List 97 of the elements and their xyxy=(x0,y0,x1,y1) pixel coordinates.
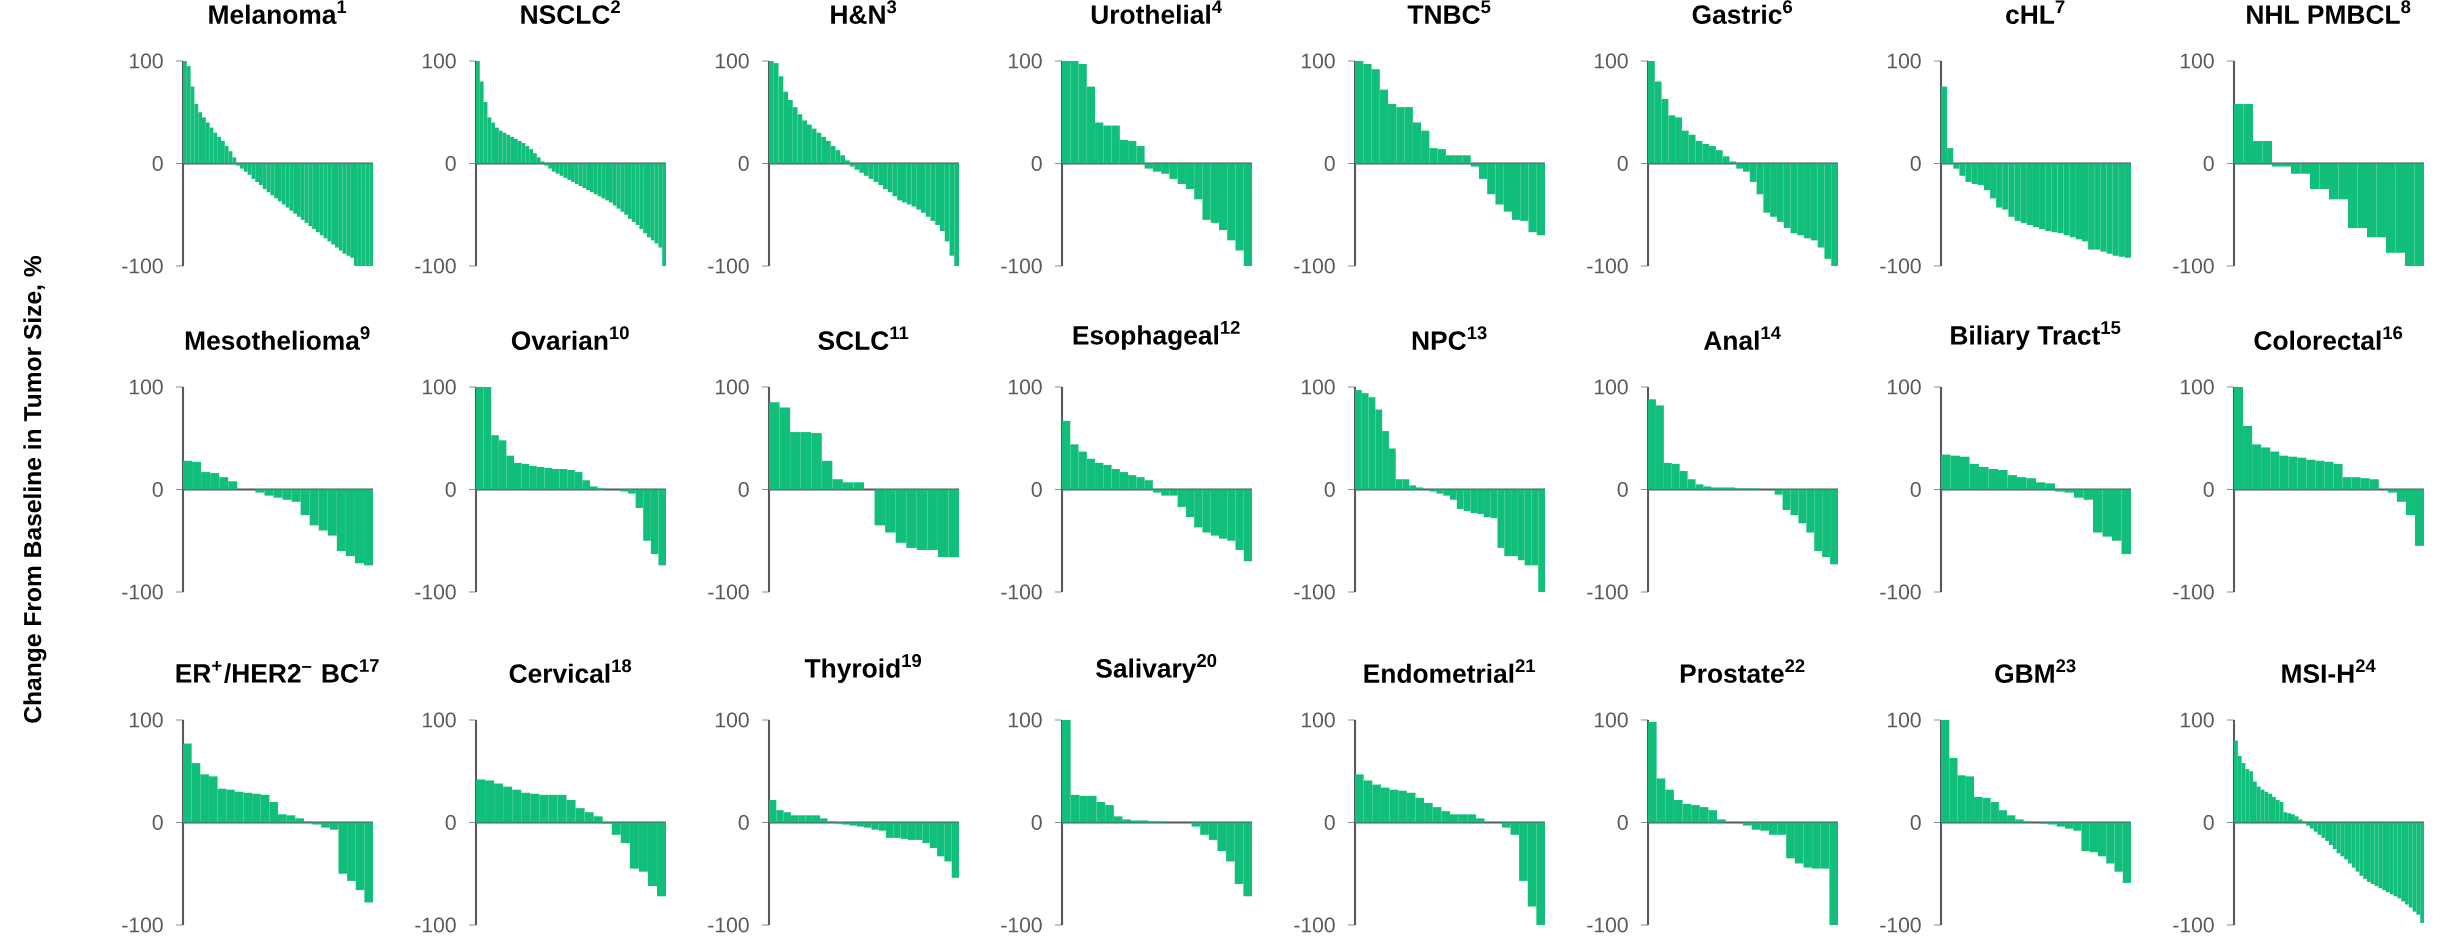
chart-title: Prostate$^{22}$ xyxy=(1680,659,1805,683)
y-tick-label: 0 xyxy=(1910,156,1921,171)
y-tick-label: -100 xyxy=(1880,258,1921,274)
y-tick-label: 0 xyxy=(738,156,749,171)
y-tick-label: -100 xyxy=(708,258,749,274)
y-tick-label: -100 xyxy=(1294,258,1335,274)
y-tick-label: 0 xyxy=(2203,482,2214,497)
y-tick-label: 0 xyxy=(1910,482,1921,497)
y-tick-label: 100 xyxy=(2180,712,2214,728)
y-tick-label: -100 xyxy=(1587,917,1628,933)
y-tick-label: -100 xyxy=(122,584,163,600)
chart-title: cHL$^{7}$ xyxy=(2006,0,2065,24)
y-tick-label: 0 xyxy=(1910,815,1921,830)
chart-title: Colorectal$^{16}$ xyxy=(2254,326,2403,350)
y-tick-label: -100 xyxy=(1294,584,1335,600)
y-tick-label: 0 xyxy=(2203,156,2214,171)
chart-title: GBM$^{23}$ xyxy=(1995,659,2076,683)
chart-title: Anal$^{14}$ xyxy=(1703,326,1781,350)
y-tick-label: -100 xyxy=(708,584,749,600)
y-tick-label: 100 xyxy=(1887,379,1921,395)
chart-title: Salivary$^{20}$ xyxy=(1096,653,1217,683)
chart-title: ER$^{+}$/HER2$^{–}$ BC$^{17}$ xyxy=(176,659,379,683)
y-tick-label: 0 xyxy=(2203,815,2214,830)
y-tick-label: -100 xyxy=(122,258,163,274)
y-tick-label: 100 xyxy=(715,712,749,728)
y-tick-label: -100 xyxy=(1294,917,1335,933)
chart-title: NPC$^{13}$ xyxy=(1412,326,1487,350)
y-tick-label: 0 xyxy=(152,815,163,830)
y-tick-label: 100 xyxy=(129,53,163,69)
y-tick-label: 0 xyxy=(1617,482,1628,497)
chart-title: NHL PMBCL$^{8}$ xyxy=(2247,0,2411,24)
y-tick-label: -100 xyxy=(1880,584,1921,600)
y-tick-label: 100 xyxy=(129,712,163,728)
chart-title: Gastric$^{6}$ xyxy=(1692,0,1793,24)
y-tick-label: 100 xyxy=(422,53,456,69)
chart-title: Mesothelioma$^{9}$ xyxy=(185,326,370,350)
y-tick-label: -100 xyxy=(415,258,456,274)
y-tick-label: -100 xyxy=(2173,258,2214,274)
y-tick-label: 100 xyxy=(1594,379,1628,395)
y-tick-label: 100 xyxy=(1008,53,1042,69)
y-tick-label: 0 xyxy=(1031,815,1042,830)
y-tick-label: -100 xyxy=(1880,917,1921,933)
y-tick-label: -100 xyxy=(708,917,749,933)
chart-title: Ovarian$^{10}$ xyxy=(511,326,629,350)
y-tick-label: 0 xyxy=(1617,156,1628,171)
y-tick-label: 0 xyxy=(738,815,749,830)
y-tick-label: 100 xyxy=(129,379,163,395)
y-tick-label: -100 xyxy=(1001,917,1042,933)
y-tick-label: -100 xyxy=(122,917,163,933)
y-axis-title: Change From Baseline in Tumor Size, % xyxy=(23,255,47,723)
chart-title: Biliary Tract$^{15}$ xyxy=(1951,321,2121,350)
y-tick-label: 0 xyxy=(1031,156,1042,171)
y-tick-label: -100 xyxy=(415,917,456,933)
y-tick-label: 0 xyxy=(1324,156,1335,171)
y-tick-label: 100 xyxy=(1301,53,1335,69)
y-tick-label: -100 xyxy=(1001,584,1042,600)
y-tick-label: 0 xyxy=(445,815,456,830)
chart-title: MSI-H$^{24}$ xyxy=(2282,659,2376,683)
chart-title: Melanoma$^{1}$ xyxy=(209,0,347,24)
chart-title: Esophageal$^{12}$ xyxy=(1073,320,1240,350)
y-tick-label: 100 xyxy=(1594,53,1628,69)
chart-title: Urothelial$^{4}$ xyxy=(1091,0,1222,24)
y-tick-label: -100 xyxy=(1587,584,1628,600)
chart-title: TNBC$^{5}$ xyxy=(1407,0,1491,24)
y-tick-label: -100 xyxy=(1587,258,1628,274)
y-tick-label: 0 xyxy=(1324,482,1335,497)
y-tick-label: 0 xyxy=(1617,815,1628,830)
y-tick-label: 100 xyxy=(2180,53,2214,69)
y-tick-label: 100 xyxy=(1008,379,1042,395)
y-tick-label: 100 xyxy=(1887,712,1921,728)
y-tick-label: 0 xyxy=(738,482,749,497)
y-tick-label: 0 xyxy=(152,156,163,171)
y-tick-label: -100 xyxy=(1001,258,1042,274)
chart-title: Thyroid$^{19}$ xyxy=(804,653,922,683)
y-tick-label: 0 xyxy=(1324,815,1335,830)
y-tick-label: 0 xyxy=(445,482,456,497)
y-tick-label: 100 xyxy=(1594,712,1628,728)
chart-title: NSCLC$^{2}$ xyxy=(521,0,620,24)
chart-title: H&N$^{3}$ xyxy=(831,0,897,24)
y-tick-label: 100 xyxy=(2180,379,2214,395)
y-tick-label: 100 xyxy=(422,379,456,395)
y-tick-label: -100 xyxy=(2173,584,2214,600)
y-tick-label: -100 xyxy=(415,584,456,600)
y-tick-label: -100 xyxy=(2173,917,2214,933)
y-tick-label: 100 xyxy=(715,379,749,395)
y-tick-label: 100 xyxy=(1301,712,1335,728)
y-tick-label: 0 xyxy=(152,482,163,497)
chart-title: Endometrial$^{21}$ xyxy=(1364,659,1536,683)
y-tick-label: 100 xyxy=(1887,53,1921,69)
y-tick-label: 100 xyxy=(422,712,456,728)
y-tick-label: 100 xyxy=(715,53,749,69)
y-tick-label: 0 xyxy=(1031,482,1042,497)
y-tick-label: 100 xyxy=(1008,712,1042,728)
y-tick-label: 100 xyxy=(1301,379,1335,395)
y-tick-label: 0 xyxy=(445,156,456,171)
chart-title: Cervical$^{18}$ xyxy=(509,659,632,683)
chart-title: SCLC$^{11}$ xyxy=(818,326,909,350)
